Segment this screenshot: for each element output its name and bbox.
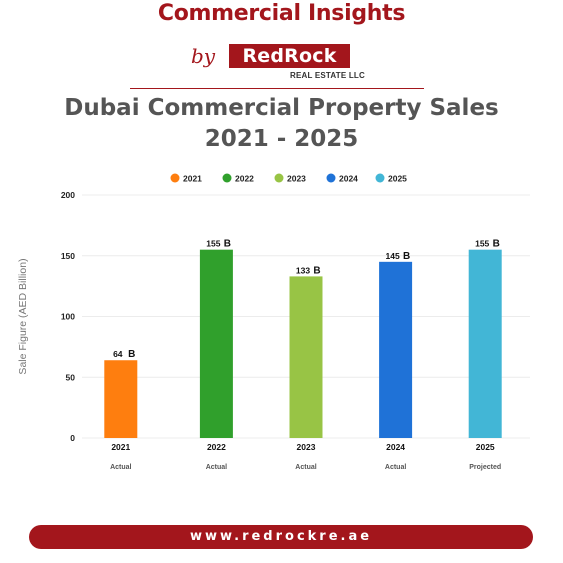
x-axis: 2021 Actual 2022 Actual 2023 Actual 2024 Actual…: [110, 442, 501, 471]
y-tick-label-0: 0: [70, 433, 75, 443]
y-tick-label-150: 150: [61, 251, 75, 261]
legend-label-2022: 2022: [235, 174, 254, 184]
x-sublabel-2023: Actual: [295, 464, 316, 471]
y-tick-label-200: 200: [61, 190, 75, 200]
footer-website-bar[interactable]: www.redrockre.ae: [29, 525, 533, 549]
data-label-2021: 64: [113, 349, 123, 359]
bar-2021: [104, 360, 138, 438]
data-label-2023: 133: [296, 265, 310, 275]
y-axis-label: Sale Figure (AED Billion): [17, 258, 29, 374]
data-label-2022: 155: [206, 239, 220, 249]
legend-swatch-2024: [326, 173, 336, 183]
bar-chart: 2021 2022 2023 2024 2025 0 50 100 150 200 Sale Fi…: [17, 173, 530, 471]
x-tick-label-2024: 2024: [386, 442, 405, 452]
chart-title: Dubai Commercial Property Sales 2021 - 2…: [0, 93, 563, 155]
header-title: Commercial Insights: [157, 1, 406, 26]
data-label-suffix-2023: B: [313, 265, 320, 276]
x-sublabel-2021: Actual: [110, 464, 131, 471]
bar-2024: [379, 261, 413, 438]
x-sublabel-2025: Projected: [469, 464, 501, 471]
data-label-suffix-2025: B: [493, 239, 500, 250]
chart-subtitle: 2021 - 2025: [204, 126, 359, 152]
legend-swatch-2021: [170, 173, 180, 183]
data-label-2025: 155: [475, 239, 489, 249]
bar-2022: [199, 249, 233, 438]
legend-swatch-2022: [222, 173, 232, 183]
x-tick-label-2022: 2022: [207, 442, 226, 452]
data-label-suffix-2022: B: [224, 239, 231, 250]
x-tick-label-2023: 2023: [297, 442, 316, 452]
x-tick-label-2021: 2021: [111, 442, 130, 452]
y-axis: 0 50 100 150 200 Sale Figure (AED Billion): [17, 190, 75, 443]
legend-swatch-2023: [274, 173, 284, 183]
data-label-2024: 145: [386, 251, 400, 261]
x-tick-label-2025: 2025: [476, 442, 495, 452]
data-label-suffix-2021: B: [128, 349, 135, 360]
data-label-suffix-2024: B: [403, 251, 410, 262]
by-text: by: [191, 44, 216, 68]
bar-2023: [289, 276, 323, 438]
brand-logo: RedRock: [229, 44, 350, 68]
legend-label-2021: 2021: [183, 174, 202, 184]
website-link[interactable]: www.redrockre.ae: [189, 529, 373, 544]
legend-label-2023: 2023: [287, 174, 306, 184]
x-sublabel-2024: Actual: [385, 464, 406, 471]
header-divider: [130, 88, 424, 89]
y-tick-label-100: 100: [61, 312, 75, 322]
x-sublabel-2022: Actual: [206, 464, 227, 471]
chart-legend: 2021 2022 2023 2024 2025: [170, 173, 407, 184]
legend-label-2024: 2024: [339, 174, 358, 184]
legend-label-2025: 2025: [388, 174, 407, 184]
bar-2025: [468, 249, 502, 438]
chart-title-main: Dubai Commercial Property Sales: [64, 95, 499, 121]
legend-swatch-2025: [375, 173, 385, 183]
brand-logo-subtitle: REAL ESTATE LLC: [290, 71, 365, 80]
y-tick-label-50: 50: [66, 372, 76, 382]
